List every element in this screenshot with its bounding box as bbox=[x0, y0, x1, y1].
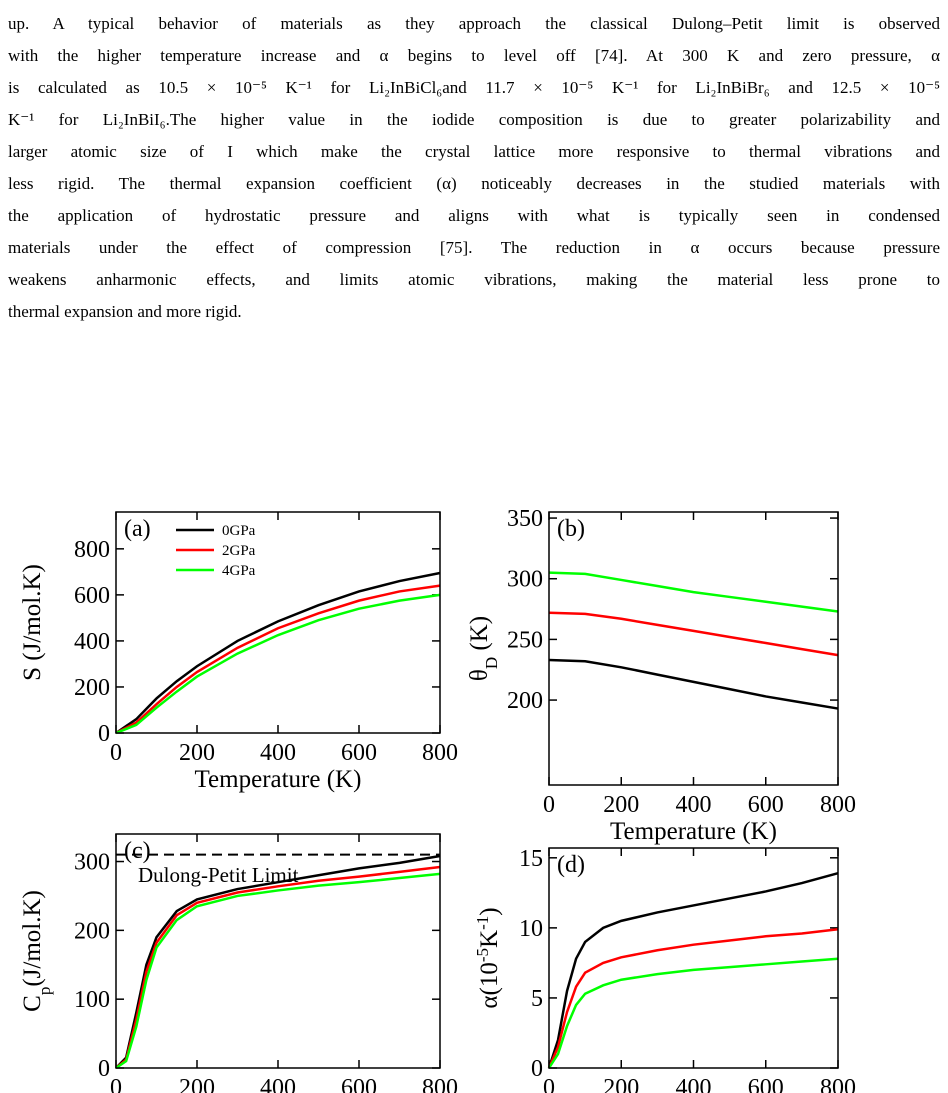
text-line: is calculated as 10.5 × 10⁻⁵ K⁻¹ for Li₂… bbox=[8, 78, 940, 97]
x-tick-label: 800 bbox=[422, 740, 458, 766]
panel-label: (d) bbox=[557, 852, 585, 878]
annotation: Dulong-Petit Limit bbox=[138, 863, 299, 887]
x-tick-label: 0 bbox=[110, 1075, 122, 1093]
y-axis-title-part: (J/mol.K) bbox=[19, 890, 46, 987]
y-tick-label: 200 bbox=[74, 675, 110, 701]
y-axis-title: α(10-5K-1) bbox=[473, 907, 504, 1008]
x-tick-label: 800 bbox=[820, 792, 856, 818]
panel-label: (c) bbox=[124, 838, 151, 864]
x-tick-label: 400 bbox=[260, 740, 296, 766]
plot-frame bbox=[115, 833, 441, 1069]
series-line bbox=[547, 872, 839, 1069]
y-tick-label: 800 bbox=[74, 537, 110, 563]
y-axis-title-part: D bbox=[482, 657, 501, 669]
y-tick-label: 10 bbox=[519, 916, 543, 942]
x-tick-label: 600 bbox=[748, 792, 784, 818]
x-tick-label: 200 bbox=[603, 792, 639, 818]
y-axis-title-part: α(10 bbox=[476, 962, 503, 1008]
y-axis-title-part: p bbox=[35, 987, 54, 996]
series-line bbox=[548, 571, 839, 613]
y-tick-label: 350 bbox=[507, 506, 543, 532]
legend-label: 2GPa bbox=[222, 543, 256, 559]
series-line bbox=[547, 928, 839, 1069]
plot-frame bbox=[115, 511, 441, 734]
x-tick-label: 0 bbox=[543, 1075, 555, 1093]
y-tick-label: 0 bbox=[98, 1056, 110, 1082]
x-tick-label: 400 bbox=[676, 1075, 712, 1093]
y-tick-label: 300 bbox=[507, 567, 543, 593]
y-tick-label: 250 bbox=[507, 627, 543, 653]
y-tick-label: 200 bbox=[507, 688, 543, 714]
x-tick-label: 0 bbox=[110, 740, 122, 766]
y-tick-label: 400 bbox=[74, 629, 110, 655]
y-tick-label: 5 bbox=[531, 986, 543, 1012]
x-tick-label: 0 bbox=[543, 792, 555, 818]
x-tick-label: 200 bbox=[179, 1075, 215, 1093]
panel-label: (a) bbox=[124, 516, 151, 542]
y-axis-title: S (J/mol.K) bbox=[19, 564, 46, 681]
y-tick-label: 600 bbox=[74, 583, 110, 609]
text-line: up. A typical behavior of materials as t… bbox=[8, 14, 940, 33]
series-line bbox=[548, 658, 839, 710]
y-axis-title-part: (K) bbox=[466, 616, 493, 657]
plot-frame bbox=[548, 847, 839, 1069]
panel-label: (b) bbox=[557, 516, 585, 542]
x-tick-label: 200 bbox=[603, 1075, 639, 1093]
x-tick-label: 400 bbox=[676, 792, 712, 818]
x-tick-label: 800 bbox=[422, 1075, 458, 1093]
x-axis-title: Temperature (K) bbox=[610, 818, 777, 845]
y-axis-title-part: K bbox=[476, 930, 503, 948]
y-axis-title: Cp(J/mol.K) bbox=[19, 890, 54, 1012]
y-tick-label: 15 bbox=[519, 846, 543, 872]
legend-label: 0GPa bbox=[222, 523, 256, 539]
text-line: less rigid. The thermal expansion coeffi… bbox=[8, 174, 940, 193]
y-axis-title-part: C bbox=[19, 995, 46, 1012]
text-line: the application of hydrostatic pressure … bbox=[8, 206, 940, 225]
series-line bbox=[115, 584, 441, 735]
series-line bbox=[115, 593, 441, 735]
y-tick-label: 100 bbox=[74, 987, 110, 1013]
legend-label: 4GPa bbox=[222, 563, 256, 579]
y-tick-label: 200 bbox=[74, 918, 110, 944]
text-line: thermal expansion and more rigid. bbox=[8, 302, 242, 321]
text-line: weakens anharmonic effects, and limits a… bbox=[8, 270, 940, 289]
text-line: materials under the effect of compressio… bbox=[8, 238, 940, 257]
x-tick-label: 400 bbox=[260, 1075, 296, 1093]
x-tick-label: 200 bbox=[179, 740, 215, 766]
text-line: with the higher temperature increase and… bbox=[8, 46, 940, 65]
y-axis-title-part: -5 bbox=[473, 948, 492, 962]
text-line: larger atomic size of I which make the c… bbox=[8, 142, 940, 161]
x-tick-label: 600 bbox=[748, 1075, 784, 1093]
paragraph: up. A typical behavior of materials as t… bbox=[8, 8, 940, 328]
series-line bbox=[115, 865, 441, 1069]
y-tick-label: 0 bbox=[98, 721, 110, 747]
series-line bbox=[548, 611, 839, 657]
x-tick-label: 800 bbox=[820, 1075, 856, 1093]
text-line: K⁻¹ for Li₂InBiI₆.The higher value in th… bbox=[8, 110, 940, 129]
series-line bbox=[115, 571, 441, 735]
y-axis-title-part: S (J/mol.K) bbox=[19, 564, 46, 681]
series-line bbox=[115, 854, 441, 1069]
y-axis-title-part: ) bbox=[476, 907, 503, 915]
y-axis-title-part: -1 bbox=[473, 916, 492, 930]
x-tick-label: 600 bbox=[341, 1075, 377, 1093]
y-axis-title: θD (K) bbox=[466, 616, 501, 681]
x-tick-label: 600 bbox=[341, 740, 377, 766]
y-axis-title-part: θ bbox=[466, 669, 493, 681]
x-axis-title: Temperature (K) bbox=[195, 766, 362, 793]
plot-frame bbox=[548, 511, 839, 786]
y-tick-label: 0 bbox=[531, 1056, 543, 1082]
series-line bbox=[115, 872, 441, 1070]
y-tick-label: 300 bbox=[74, 850, 110, 876]
series-line bbox=[547, 957, 839, 1069]
